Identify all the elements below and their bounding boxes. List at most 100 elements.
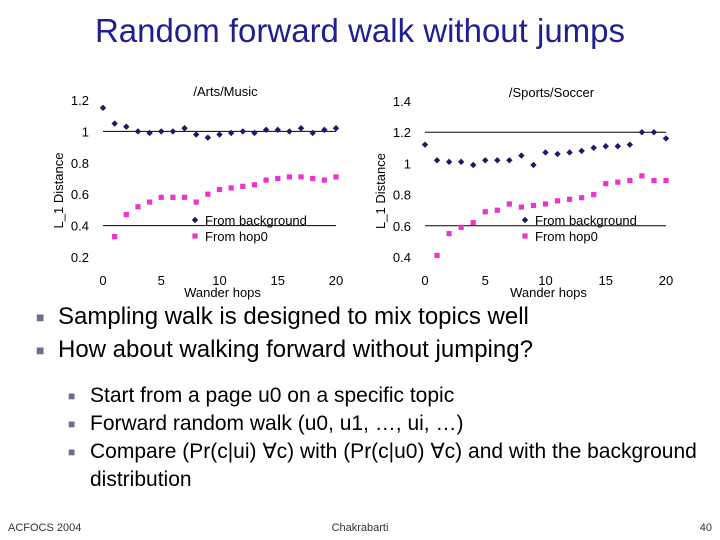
data-point <box>446 231 452 237</box>
y-axis-label: L_1 Distance <box>373 153 388 229</box>
data-point <box>135 204 141 210</box>
data-point <box>216 186 223 193</box>
x-tick-label: 5 <box>158 273 165 288</box>
data-point <box>147 199 153 205</box>
data-point <box>530 161 537 169</box>
data-point <box>181 125 188 132</box>
sub-bullet-item: ■ Start from a page u0 on a specific top… <box>68 382 706 410</box>
x-axis-label: Wander hops <box>184 285 261 300</box>
y-tick-label: 1 <box>82 124 89 139</box>
data-point <box>506 201 512 207</box>
data-point <box>286 174 292 180</box>
y-tick-label: 1 <box>404 156 411 171</box>
legend-label: From background <box>205 213 307 228</box>
data-point <box>627 177 633 184</box>
data-point <box>216 131 223 138</box>
bullet-text: Sampling walk is designed to mix topics … <box>58 303 529 330</box>
legend-marker <box>522 233 528 239</box>
square-bullet-icon: ■ <box>68 417 76 431</box>
data-point <box>567 196 573 202</box>
data-point <box>123 212 129 218</box>
data-point <box>275 175 281 182</box>
bullet-item: ■ How about walking forward without jump… <box>36 333 706 366</box>
data-point <box>181 194 188 200</box>
data-point <box>321 177 327 183</box>
x-tick-label: 20 <box>659 273 673 288</box>
legend-label: From background <box>535 213 637 228</box>
chart-title: /Sports/Soccer <box>509 85 595 100</box>
data-point <box>170 194 176 200</box>
x-tick-label: 20 <box>329 273 343 288</box>
sub-bullet-item: ■ Compare (Pr(c|ui) ∀c) with (Pr(c|u0) ∀… <box>68 438 706 494</box>
data-point <box>457 158 465 166</box>
data-point <box>262 126 270 134</box>
data-point <box>542 201 549 207</box>
data-point <box>554 198 561 204</box>
chart-title: /Arts/Music <box>193 84 258 99</box>
sub-bullet-text: Forward random walk (u0, u1, …, ui, …) <box>90 412 464 435</box>
sub-bullet-text: Compare (Pr(c|ui) ∀c) with (Pr(c|u0) ∀c)… <box>90 440 697 491</box>
y-tick-label: 0.2 <box>71 250 89 265</box>
data-point <box>506 157 513 164</box>
bullet-list: ■ Sampling walk is designed to mix topic… <box>36 300 706 494</box>
data-point <box>566 149 573 156</box>
data-point <box>134 128 142 135</box>
data-point <box>286 128 293 135</box>
x-tick-label: 0 <box>421 273 428 288</box>
legend-marker <box>191 216 199 224</box>
data-point <box>332 125 340 132</box>
data-point <box>123 123 130 130</box>
data-point <box>603 181 609 187</box>
square-bullet-icon: ■ <box>36 309 45 325</box>
footer-left: ACFOCS 2004 <box>8 522 82 534</box>
square-bullet-icon: ■ <box>68 389 76 403</box>
legend-marker <box>521 216 529 224</box>
data-point <box>662 135 670 142</box>
x-tick-label: 0 <box>99 273 106 288</box>
footer-center: Chakrabarti <box>331 522 389 534</box>
data-point <box>158 194 164 200</box>
data-point <box>433 157 441 164</box>
sub-bullet-item: ■ Forward random walk (u0, u1, …, ui, …) <box>68 410 706 438</box>
slide-title: Random forward walk without jumps <box>94 12 626 49</box>
y-tick-label: 0.4 <box>71 219 89 234</box>
x-axis-label: Wander hops <box>510 285 587 300</box>
bullet-text: How about walking forward without jumpin… <box>58 336 533 363</box>
data-point <box>99 104 107 112</box>
sub-bullet-text: Start from a page u0 on a specific topic <box>90 384 455 407</box>
x-tick-label: 10 <box>212 273 226 288</box>
y-axis-label: L_1 Distance <box>51 153 66 229</box>
data-point <box>639 173 645 179</box>
x-tick-label: 15 <box>271 273 285 288</box>
sub-bullet-list: ■ Start from a page u0 on a specific top… <box>36 382 706 494</box>
data-point <box>193 131 200 138</box>
data-point <box>590 144 597 151</box>
data-point <box>298 174 304 180</box>
data-point <box>615 179 621 185</box>
bullet-item: ■ Sampling walk is designed to mix topic… <box>36 300 706 333</box>
data-point <box>579 195 585 201</box>
data-point <box>578 147 585 155</box>
y-tick-label: 0.8 <box>71 156 89 171</box>
data-point <box>591 192 597 198</box>
data-point <box>650 129 658 136</box>
data-point <box>158 128 165 135</box>
data-point <box>614 143 621 150</box>
data-point <box>227 129 235 137</box>
data-point <box>193 199 199 205</box>
footer-right: 40 <box>699 522 712 534</box>
data-point <box>321 126 328 134</box>
data-point <box>434 252 440 259</box>
data-point <box>169 128 177 135</box>
data-point <box>554 150 561 158</box>
data-point <box>602 143 609 150</box>
y-tick-label: 0.8 <box>393 188 411 203</box>
data-point <box>530 202 537 209</box>
data-point <box>251 182 258 188</box>
y-tick-label: 1.2 <box>71 93 89 108</box>
data-point <box>470 220 476 226</box>
y-tick-label: 1.4 <box>393 94 411 109</box>
data-point <box>240 183 246 189</box>
data-point <box>638 129 646 136</box>
